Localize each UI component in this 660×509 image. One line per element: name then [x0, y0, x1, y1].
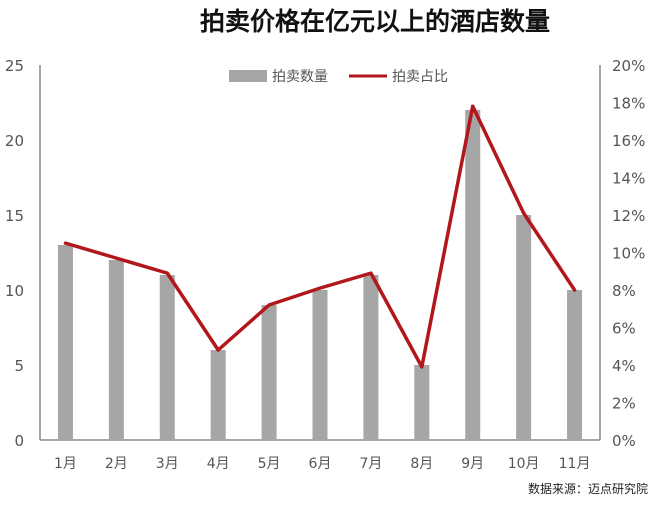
x-tick-label: 7月 [359, 456, 382, 472]
chart-title: 拍卖价格在亿元以上的酒店数量 [200, 7, 550, 36]
line-point [165, 271, 169, 275]
bar [261, 305, 277, 440]
right-tick-label: 4% [612, 357, 636, 375]
left-tick-label: 10 [5, 282, 24, 300]
right-tick-label: 14% [612, 170, 645, 188]
x-axis-ticks: 1月 2月 3月 4月 5月 6月 7月 8月 9月 10月 11月 [54, 456, 590, 472]
bar [312, 290, 328, 440]
bar [159, 275, 175, 440]
x-tick-label: 8月 [410, 456, 433, 472]
right-tick-label: 6% [612, 320, 636, 338]
x-tick-label: 3月 [156, 456, 179, 472]
right-tick-label: 2% [612, 395, 636, 413]
line-point [573, 288, 577, 292]
left-tick-label: 25 [5, 57, 24, 75]
bar [108, 260, 124, 440]
left-tick-label: 5 [14, 357, 24, 375]
x-tick-label: 5月 [258, 456, 281, 472]
bar [465, 110, 481, 440]
line-series [63, 104, 577, 369]
x-tick-label: 1月 [54, 456, 77, 472]
bar [57, 245, 73, 440]
line-point [369, 271, 373, 275]
x-tick-label: 2月 [105, 456, 128, 472]
line-point [267, 303, 271, 307]
right-axis-ticks: 0% 2% 4% 6% 8% 10% 12% 14% 16% 18% 20% [612, 57, 645, 450]
legend: 拍卖数量 拍卖占比 [229, 69, 448, 85]
line-point [420, 365, 424, 369]
x-tick-label: 10月 [508, 456, 540, 472]
line-point [318, 286, 322, 290]
left-tick-label: 0 [14, 432, 24, 450]
right-tick-label: 20% [612, 57, 645, 75]
legend-bar-swatch [229, 70, 267, 82]
bar [516, 215, 532, 440]
left-tick-label: 15 [5, 207, 24, 225]
bar [363, 275, 379, 440]
left-axis-ticks: 0 5 10 15 20 25 [5, 57, 24, 450]
legend-line-label: 拍卖占比 [392, 69, 448, 85]
right-tick-label: 8% [612, 282, 636, 300]
x-tick-label: 9月 [461, 456, 484, 472]
bar [210, 350, 226, 440]
bar [567, 290, 583, 440]
right-tick-label: 12% [612, 207, 645, 225]
right-tick-label: 10% [612, 245, 645, 263]
bar-series [57, 110, 583, 440]
left-tick-label: 20 [5, 132, 24, 150]
legend-bar-label: 拍卖数量 [272, 69, 328, 85]
right-tick-label: 0% [612, 432, 636, 450]
source-note: 数据来源：迈点研究院 [528, 481, 648, 496]
bar [414, 365, 430, 440]
right-tick-label: 16% [612, 132, 645, 150]
line-point [471, 104, 475, 108]
right-tick-label: 18% [612, 95, 645, 113]
x-tick-label: 6月 [309, 456, 332, 472]
x-tick-label: 4月 [207, 456, 230, 472]
line-point [216, 348, 220, 352]
line-point [114, 256, 118, 260]
line-point [522, 211, 526, 215]
x-tick-label: 11月 [559, 456, 591, 472]
line-point [63, 241, 67, 245]
